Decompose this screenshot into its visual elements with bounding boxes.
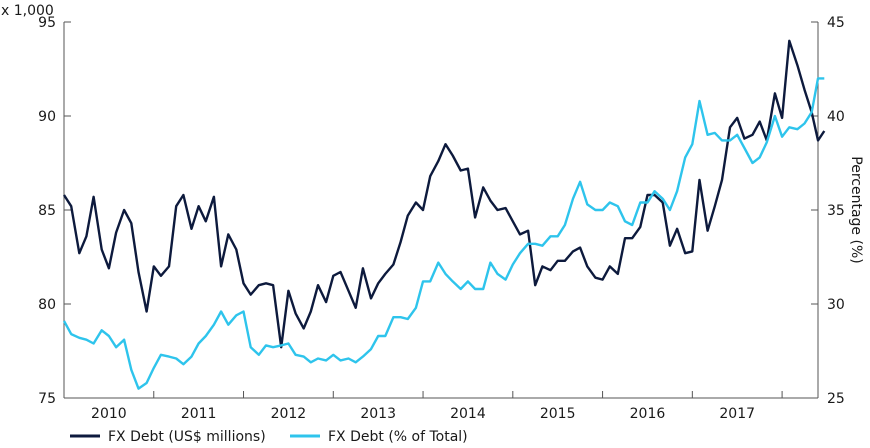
right-axis-label: Percentage (%)	[848, 156, 864, 263]
right-y-ticks: 25 30 35 40 45	[811, 15, 845, 407]
x-tick-label: 2017	[719, 406, 755, 422]
legend: FX Debt (US$ millions) FX Debt (% of Tota…	[70, 429, 468, 445]
x-tick-label: 2013	[360, 406, 396, 422]
x-tick-label: 2012	[271, 406, 307, 422]
x-ticks: 2010 2011 2012 2013 2014 2015 2016 2017	[91, 391, 783, 422]
left-tick-label: 80	[38, 297, 56, 313]
left-tick-label: 85	[38, 203, 56, 219]
left-y-ticks: 75 80 85 90 95	[38, 15, 71, 407]
series-line-1	[62, 77, 825, 390]
series-line-0	[62, 39, 826, 349]
left-axis-multiplier-label: x 1,000	[1, 3, 54, 19]
left-tick-label: 95	[38, 15, 56, 31]
legend-label-0: FX Debt (US$ millions)	[108, 429, 266, 445]
x-tick-label: 2011	[181, 406, 217, 422]
x-tick-label: 2010	[91, 406, 127, 422]
x-tick-label: 2015	[540, 406, 576, 422]
right-tick-label: 35	[827, 203, 845, 219]
right-tick-label: 40	[827, 109, 845, 125]
legend-label-1: FX Debt (% of Total)	[328, 429, 468, 445]
x-tick-label: 2016	[630, 406, 666, 422]
right-tick-label: 45	[827, 15, 845, 31]
right-tick-label: 30	[827, 297, 845, 313]
left-tick-label: 90	[38, 109, 56, 125]
x-tick-label: 2014	[450, 406, 486, 422]
series-lines	[62, 39, 826, 390]
right-tick-label: 25	[827, 391, 845, 407]
left-tick-label: 75	[38, 391, 56, 407]
